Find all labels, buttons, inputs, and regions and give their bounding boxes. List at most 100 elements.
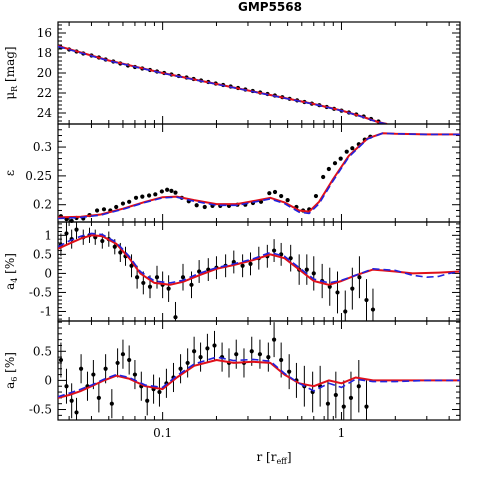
data-point [91,372,96,377]
data-point [173,190,178,195]
data-point [313,193,319,199]
data-point [178,366,183,371]
y-axis-label: a4 [%] [3,253,19,290]
data-point [64,384,69,389]
data-point [100,238,105,244]
data-point [157,389,162,395]
y-tick-label: 0.3 [33,140,52,154]
data-point [74,227,79,232]
panel-mu: 16 18 20 22 24 μR [mag] [3,21,461,125]
model-curve-red [58,132,460,219]
data-point [112,244,117,249]
y-axis-label: a6 [%] [3,352,19,389]
model-curve-blue-dashed [58,356,460,398]
data-point [135,275,140,280]
data-point [325,401,331,406]
data-point [333,392,338,398]
data-point [202,204,207,210]
data-point [341,404,346,409]
data-point [165,187,170,192]
panel-a4: -1 -0.5 0 0.5 1 a4 [%] [3,221,461,322]
data-point [69,398,74,403]
data-point [335,290,340,295]
y-tick-label: 0.5 [33,344,52,358]
data-point [78,366,84,371]
data-point [103,366,108,371]
data-point [271,337,277,342]
y-tick-label: 1 [44,228,52,242]
data-point [120,352,126,357]
y-tick-label: 18 [37,46,52,60]
data-point [127,357,132,363]
x-axis-label: r [reff] [256,450,291,466]
data-point [173,315,178,320]
data-point [364,404,369,409]
model-curve-blue-dashed [58,45,388,124]
data-point [185,360,190,366]
data-point [279,357,284,363]
y-tick-label: 0.2 [33,198,52,212]
data-point [118,250,123,255]
data-point [321,174,326,180]
axes-frame [57,320,461,421]
model-curve-blue-dashed [58,232,460,284]
data-point [120,201,126,206]
y-tick-label: -1 [40,304,52,318]
model-curve-blue-dashed [58,132,460,220]
data-point [357,275,362,280]
y-tick-label: 0 [44,373,52,387]
data-point [180,275,186,280]
data-point [350,286,355,291]
data-point [272,189,278,195]
data-point [287,369,292,374]
data-point [343,309,348,314]
data-point [370,307,376,312]
data-point [109,401,114,406]
data-point [249,349,254,354]
data-point [159,189,164,194]
y-tick-label: -0.5 [29,403,52,417]
x-tick-label: 1 [338,426,346,440]
data-point [58,357,64,363]
data-point [154,275,160,280]
data-point [169,188,174,193]
data-point [257,352,263,357]
data-point [338,156,343,161]
data-point [279,193,284,199]
data-point [288,256,293,261]
data-point [94,208,100,213]
y-tick-label: -0.5 [29,285,52,299]
data-point [285,197,290,203]
data-point [146,193,152,198]
data-point [348,395,354,400]
x-tick-label: 0.1 [153,426,172,440]
data-point [141,280,146,286]
y-tick-label: 20 [37,66,52,80]
y-tick-label: 24 [37,106,53,120]
y-tick-label: 0 [44,266,52,280]
data-point [326,166,331,172]
data-point [140,194,145,199]
data-point [166,286,171,291]
data-point [332,161,338,166]
data-point [96,395,101,400]
data-point [205,346,210,351]
data-point [133,195,139,200]
data-point [129,263,134,268]
panel-eps: 0.2 0.25 0.3 ε [3,123,461,223]
data-point [198,355,203,360]
data-point [212,343,217,348]
data-point [64,231,69,236]
data-point [74,410,79,415]
data-point [350,146,355,151]
data-point [189,282,194,287]
data-point [356,384,361,389]
data-point [304,267,309,272]
y-tick-label: 0.5 [33,247,52,261]
data-point [344,149,349,154]
axes-frame [57,123,461,223]
model-curve-red [58,359,460,399]
data-point [267,191,272,196]
data-point [132,372,138,377]
